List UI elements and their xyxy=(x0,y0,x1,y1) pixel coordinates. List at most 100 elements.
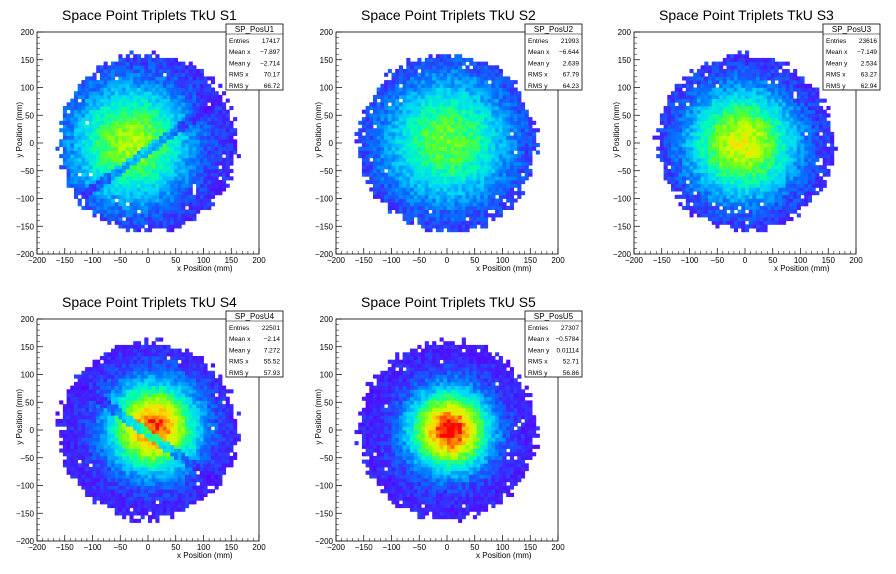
heatmap-cell xyxy=(498,143,503,148)
heatmap-cell xyxy=(454,194,459,199)
heatmap-cell xyxy=(465,57,470,62)
heatmap-cell xyxy=(428,98,433,103)
heatmap-cell xyxy=(406,80,411,85)
heatmap-cell xyxy=(151,69,156,74)
heatmap-cell xyxy=(708,80,713,85)
heatmap-cell xyxy=(66,154,71,159)
heatmap-cell xyxy=(107,80,112,85)
heatmap-cell xyxy=(745,165,750,170)
heatmap-cell xyxy=(756,80,761,85)
heatmap-cell xyxy=(361,124,366,129)
heatmap-cell xyxy=(708,128,713,133)
heatmap-cell xyxy=(737,213,742,218)
heatmap-cell xyxy=(733,176,738,181)
heatmap-cell xyxy=(210,120,215,125)
heatmap-cell xyxy=(476,209,481,214)
heatmap-cell xyxy=(185,94,190,99)
heatmap-cell xyxy=(103,135,108,140)
heatmap-cell xyxy=(88,131,93,136)
heatmap-cell xyxy=(62,143,67,148)
heatmap-cell xyxy=(767,57,772,62)
heatmap-cell xyxy=(502,187,507,192)
heatmap-cell xyxy=(450,135,455,140)
heatmap-cell xyxy=(498,161,503,166)
heatmap-cell xyxy=(111,109,116,114)
heatmap-cell xyxy=(685,94,690,99)
x-tick-label: 50 xyxy=(470,256,479,265)
heatmap-cell xyxy=(737,102,742,107)
heatmap-cell xyxy=(509,109,514,114)
heatmap-cell xyxy=(118,65,123,70)
heatmap-cell xyxy=(421,128,426,133)
heatmap-cell xyxy=(92,109,97,114)
heatmap-cell xyxy=(111,154,116,159)
heatmap-cell xyxy=(447,69,452,74)
heatmap-cell xyxy=(763,76,768,81)
heatmap-cell xyxy=(421,80,426,85)
heatmap-cell xyxy=(136,183,141,188)
heatmap-cell xyxy=(214,191,219,196)
heatmap-cell xyxy=(693,128,698,133)
heatmap-cell xyxy=(111,180,116,185)
heatmap-cell xyxy=(417,83,422,88)
heatmap-cell xyxy=(107,139,112,144)
heatmap-cell xyxy=(62,113,67,118)
heatmap-cell xyxy=(696,131,701,136)
heatmap-cell xyxy=(74,124,79,129)
heatmap-cell xyxy=(387,202,392,207)
heatmap-cell xyxy=(704,83,709,88)
heatmap-cell xyxy=(387,168,392,173)
heatmap-cell xyxy=(465,76,470,81)
heatmap-cell xyxy=(218,109,223,114)
heatmap-cell xyxy=(218,128,223,133)
heatmap-cell xyxy=(682,83,687,88)
heatmap-cell xyxy=(188,65,193,70)
heatmap-cell xyxy=(737,69,742,74)
heatmap-cell xyxy=(162,131,167,136)
heatmap-cell xyxy=(450,57,455,62)
heatmap-cell xyxy=(524,165,529,170)
heatmap-cell xyxy=(417,124,422,129)
heatmap-cell xyxy=(767,72,772,77)
heatmap-cell xyxy=(465,117,470,122)
heatmap-cell xyxy=(689,139,694,144)
heatmap-cell xyxy=(682,205,687,210)
heatmap-cell xyxy=(125,124,130,129)
heatmap-cell xyxy=(700,139,705,144)
heatmap-cell xyxy=(682,194,687,199)
heatmap-cell xyxy=(726,61,731,66)
heatmap-cell xyxy=(417,154,422,159)
heatmap-cell xyxy=(225,124,230,129)
heatmap-cell xyxy=(129,157,134,162)
heatmap-cell xyxy=(129,87,134,92)
heatmap-cell xyxy=(674,98,679,103)
heatmap-cell xyxy=(413,131,418,136)
heatmap-cell xyxy=(136,150,141,155)
heatmap-cell xyxy=(181,91,186,96)
heatmap-cell xyxy=(487,106,492,111)
heatmap-cell xyxy=(166,124,171,129)
heatmap-cell xyxy=(435,168,440,173)
heatmap-cell xyxy=(506,143,511,148)
heatmap-cell xyxy=(192,198,197,203)
heatmap-cell xyxy=(129,57,134,62)
heatmap-cell xyxy=(133,168,138,173)
heatmap-cell xyxy=(203,168,208,173)
heatmap-cell xyxy=(107,161,112,166)
heatmap-cell xyxy=(136,135,141,140)
heatmap-cell xyxy=(741,106,746,111)
heatmap-cell xyxy=(428,131,433,136)
heatmap-cell xyxy=(373,150,378,155)
heatmap-cell xyxy=(491,139,496,144)
heatmap-cell xyxy=(70,146,75,151)
heatmap-cell xyxy=(144,213,149,218)
heatmap-cell xyxy=(741,150,746,155)
heatmap-cell xyxy=(439,120,444,125)
heatmap-cell xyxy=(461,161,466,166)
heatmap-cell xyxy=(151,176,156,181)
heatmap-cell xyxy=(759,61,764,66)
heatmap-cell xyxy=(424,91,429,96)
heatmap-cell xyxy=(722,102,727,107)
heatmap-cell xyxy=(521,180,526,185)
heatmap-cell xyxy=(752,157,757,162)
